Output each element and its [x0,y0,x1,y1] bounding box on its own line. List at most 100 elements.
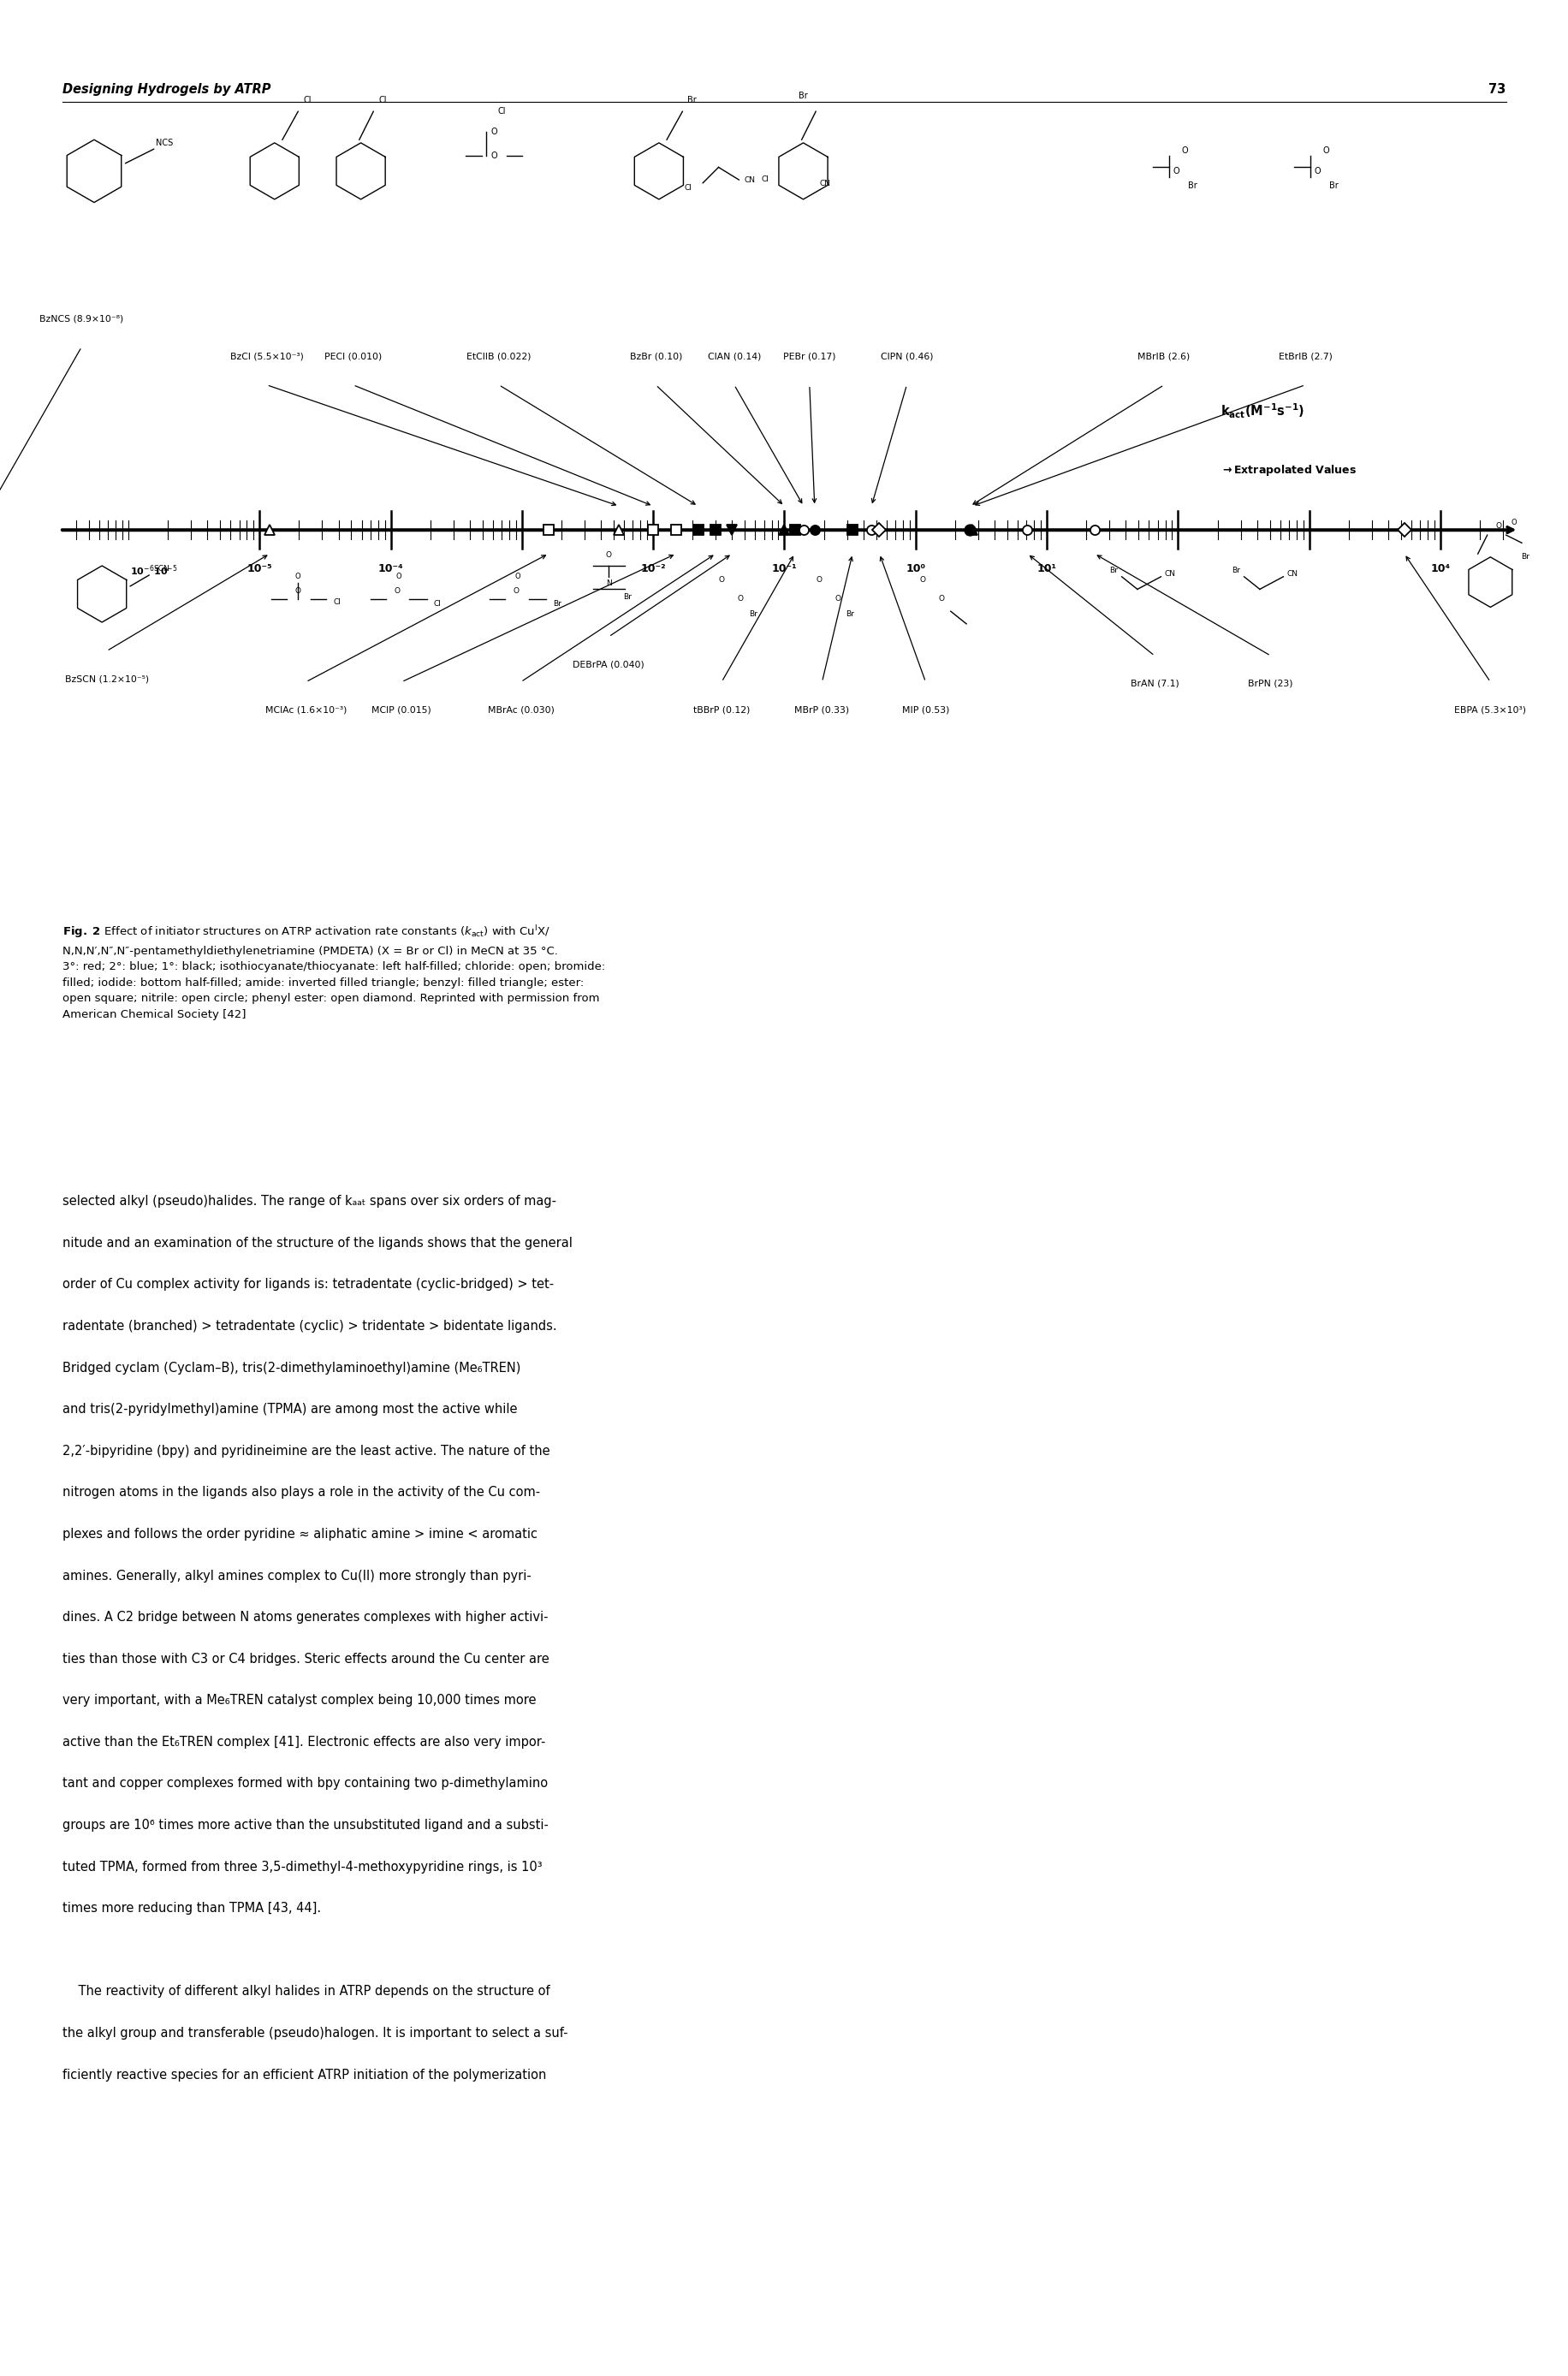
Text: groups are 10⁶ times more active than the unsubstituted ligand and a substi-: groups are 10⁶ times more active than th… [63,1820,549,1832]
Text: EtClIB (0.022): EtClIB (0.022) [466,352,532,361]
Text: O: O [938,594,944,604]
Text: Br: Br [687,95,696,105]
Text: plexes and follows the order pyridine ≈ aliphatic amine > imine < aromatic: plexes and follows the order pyridine ≈ … [63,1528,538,1540]
Text: Bridged cyclam (Cyclam–B), tris(2-dimethylaminoethyl)amine (Me₆TREN): Bridged cyclam (Cyclam–B), tris(2-dimeth… [63,1361,521,1373]
Text: CN: CN [818,181,831,188]
Text: nitrogen atoms in the ligands also plays a role in the activity of the Cu com-: nitrogen atoms in the ligands also plays… [63,1487,539,1499]
Text: O: O [737,594,743,604]
Text: radentate (branched) > tetradentate (cyclic) > tridentate > bidentate ligands.: radentate (branched) > tetradentate (cyc… [63,1321,557,1333]
Text: 10¹: 10¹ [1036,563,1057,575]
Text: O: O [1322,147,1328,154]
Text: EBPA (5.3×10³): EBPA (5.3×10³) [1454,706,1526,715]
Text: and tris(2-pyridylmethyl)amine (TPMA) are among most the active while: and tris(2-pyridylmethyl)amine (TPMA) ar… [63,1402,517,1416]
Text: O: O [815,575,822,584]
Text: EtBrIB (2.7): EtBrIB (2.7) [1278,352,1331,361]
Text: 10⁻⁵: 10⁻⁵ [246,563,273,575]
Text: CN: CN [743,176,756,183]
Text: MBrP (0.33): MBrP (0.33) [795,706,848,715]
Text: Br: Br [1519,554,1529,561]
Text: Cl: Cl [760,176,768,183]
Text: O: O [394,587,400,594]
Text: SCN: SCN [154,565,169,573]
Text: ties than those with C3 or C4 bridges. Steric effects around the Cu center are: ties than those with C3 or C4 bridges. S… [63,1654,549,1666]
Text: O: O [395,573,401,580]
Text: N: N [605,580,612,587]
Text: 73: 73 [1488,83,1505,95]
Text: 10$^{-6}$10$^{-5}$: 10$^{-6}$10$^{-5}$ [130,563,177,577]
Text: The reactivity of different alkyl halides in ATRP depends on the structure of: The reactivity of different alkyl halide… [63,1986,550,1998]
Text: PEBr (0.17): PEBr (0.17) [782,352,836,361]
Text: O: O [605,551,612,558]
Text: 10⁻⁴: 10⁻⁴ [378,563,403,575]
Text: ClPN (0.46): ClPN (0.46) [880,352,933,361]
Text: 2,2′-bipyridine (bpy) and pyridineimine are the least active. The nature of the: 2,2′-bipyridine (bpy) and pyridineimine … [63,1445,550,1456]
Text: Designing Hydrogels by ATRP: Designing Hydrogels by ATRP [63,83,271,95]
Text: ficiently reactive species for an efficient ATRP initiation of the polymerizatio: ficiently reactive species for an effici… [63,2067,546,2081]
Text: O: O [1314,166,1320,176]
Text: BrAN (7.1): BrAN (7.1) [1131,680,1178,689]
Text: tant and copper complexes formed with bpy containing two p-dimethylamino: tant and copper complexes formed with bp… [63,1777,547,1789]
Text: the alkyl group and transferable (pseudo)halogen. It is important to select a su: the alkyl group and transferable (pseudo… [63,2027,568,2039]
Text: BzBr (0.10): BzBr (0.10) [629,352,682,361]
Text: CN: CN [1163,570,1176,577]
Text: DEBrPA (0.040): DEBrPA (0.040) [572,661,644,670]
Text: Br: Br [552,599,561,608]
Text: dines. A C2 bridge between N atoms generates complexes with higher activi-: dines. A C2 bridge between N atoms gener… [63,1611,549,1623]
Text: $\mathbf{Fig.\ 2}$ Effect of initiator structures on ATRP activation rate consta: $\mathbf{Fig.\ 2}$ Effect of initiator s… [63,924,605,1019]
Text: BzSCN (1.2×10⁻⁵): BzSCN (1.2×10⁻⁵) [64,675,149,684]
Text: Cl: Cl [303,95,312,105]
Text: O: O [1510,518,1516,527]
Text: 10⁻²: 10⁻² [640,563,665,575]
Text: MIP (0.53): MIP (0.53) [902,706,949,715]
Text: Br: Br [622,594,632,601]
Text: amines. Generally, alkyl amines complex to Cu(II) more strongly than pyri-: amines. Generally, alkyl amines complex … [63,1571,532,1582]
Text: Br: Br [1109,565,1118,575]
Text: CN: CN [1286,570,1298,577]
Text: O: O [514,573,521,580]
Text: BzNCS (8.9×10⁻⁸): BzNCS (8.9×10⁻⁸) [39,314,124,323]
Text: 10⁻¹: 10⁻¹ [771,563,797,575]
Text: O: O [1173,166,1179,176]
Text: BzCl (5.5×10⁻³): BzCl (5.5×10⁻³) [230,352,303,361]
Text: order of Cu complex activity for ligands is: tetradentate (cyclic-bridged) > tet: order of Cu complex activity for ligands… [63,1278,554,1290]
Text: $\mathbf{k_{act}(M^{-1}s^{-1})}$: $\mathbf{k_{act}(M^{-1}s^{-1})}$ [1220,402,1305,421]
Text: ClAN (0.14): ClAN (0.14) [707,352,760,361]
Text: Cl: Cl [684,183,691,192]
Text: O: O [295,573,301,580]
Text: very important, with a Me₆TREN catalyst complex being 10,000 times more: very important, with a Me₆TREN catalyst … [63,1694,536,1706]
Text: active than the Et₆TREN complex [41]. Electronic effects are also very impor-: active than the Et₆TREN complex [41]. El… [63,1734,546,1749]
Text: tBBrP (0.12): tBBrP (0.12) [693,706,750,715]
Text: Cl: Cl [497,107,506,116]
Text: Cl: Cl [334,599,340,606]
Text: Br: Br [748,611,757,618]
Text: BrPN (23): BrPN (23) [1248,680,1292,689]
Text: MBrIB (2.6): MBrIB (2.6) [1137,352,1190,361]
Text: O: O [491,152,497,159]
Text: MBrAc (0.030): MBrAc (0.030) [488,706,554,715]
Text: O: O [1181,147,1187,154]
Text: O: O [718,575,724,584]
Text: Br: Br [798,93,808,100]
Text: Br: Br [1231,565,1240,575]
Text: O: O [834,594,840,604]
Text: times more reducing than TPMA [43, 44].: times more reducing than TPMA [43, 44]. [63,1901,321,1915]
Text: Br: Br [1328,181,1338,190]
Text: PECl (0.010): PECl (0.010) [325,352,381,361]
Text: NCS: NCS [155,138,174,147]
Text: O: O [513,587,519,594]
Text: 10⁴: 10⁴ [1430,563,1449,575]
Text: 10⁰: 10⁰ [905,563,925,575]
Text: MClAc (1.6×10⁻³): MClAc (1.6×10⁻³) [265,706,347,715]
Text: $\mathbf{\rightarrow}$Extrapolated Values: $\mathbf{\rightarrow}$Extrapolated Value… [1220,463,1356,478]
Text: Br: Br [1187,181,1196,190]
Text: nitude and an examination of the structure of the ligands shows that the general: nitude and an examination of the structu… [63,1238,572,1250]
Text: O: O [295,587,301,594]
Text: O: O [1494,523,1501,530]
Text: selected alkyl (pseudo)halides. The range of kₐₐₜ spans over six orders of mag-: selected alkyl (pseudo)halides. The rang… [63,1195,557,1207]
Text: Br: Br [845,611,855,618]
Text: O: O [491,128,497,135]
Text: Cl: Cl [434,599,441,608]
Text: tuted TPMA, formed from three 3,5-dimethyl-4-methoxypyridine rings, is 10³: tuted TPMA, formed from three 3,5-dimeth… [63,1860,543,1872]
Text: MClP (0.015): MClP (0.015) [372,706,431,715]
Text: O: O [919,575,925,584]
